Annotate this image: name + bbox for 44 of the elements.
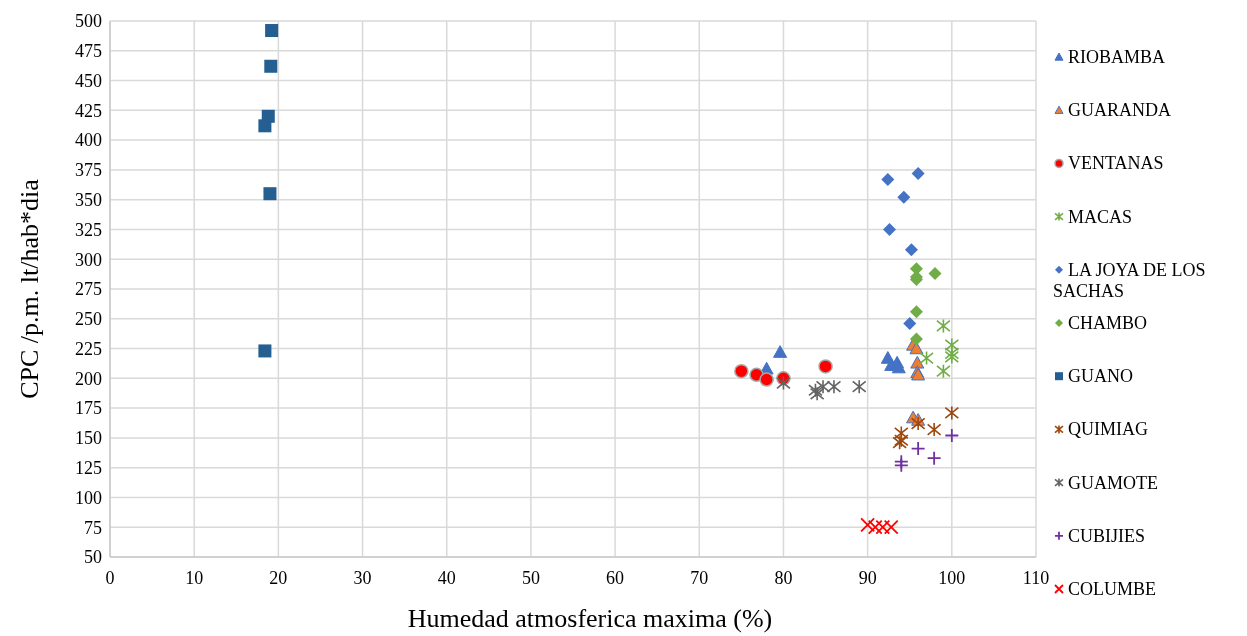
x-tick-label: 30 — [353, 568, 372, 588]
y-tick-label: 75 — [84, 517, 102, 538]
y-tick-label: 400 — [75, 130, 102, 151]
y-tick-label: 475 — [75, 41, 102, 62]
x-tick-label: 10 — [185, 568, 204, 588]
y-tick-label: 150 — [75, 428, 102, 449]
x-tick-label: 80 — [774, 568, 793, 588]
y-tick-label: 300 — [75, 249, 102, 270]
y-tick-label: 225 — [75, 338, 102, 359]
legend-label: GUAMOTE — [1068, 472, 1158, 493]
legend-label: GUANO — [1068, 366, 1133, 387]
y-tick-label: 125 — [75, 457, 102, 478]
y-tick-label: 350 — [75, 189, 102, 210]
y-tick-label: 375 — [75, 160, 102, 181]
y-tick-label: 500 — [75, 11, 102, 32]
x-tick-label: 20 — [269, 568, 288, 588]
x-tick-label: 40 — [437, 568, 456, 588]
x-tick-label: 60 — [606, 568, 625, 588]
legend-label: QUIMIAG — [1068, 419, 1148, 440]
x-axis-title: Humedad atmosferica maxima (%) — [407, 604, 773, 633]
y-tick-label: 250 — [75, 309, 102, 330]
legend-label: VENTANAS — [1068, 153, 1164, 174]
legend-label: CHAMBO — [1068, 313, 1148, 333]
x-tick-label: 50 — [521, 568, 540, 588]
y-tick-label: 325 — [75, 219, 102, 240]
x-tick-label: 110 — [1022, 568, 1050, 588]
y-tick-label: 175 — [75, 398, 102, 419]
y-tick-label: 450 — [75, 70, 102, 91]
x-tick-label: 90 — [858, 568, 877, 588]
y-tick-label: 50 — [84, 547, 102, 568]
y-tick-label: 200 — [75, 368, 102, 389]
legend-label: LA JOYA DE LOS SACHAS — [1053, 259, 1206, 301]
x-tick-label: 0 — [105, 568, 115, 588]
x-tick-label: 70 — [690, 568, 709, 588]
y-tick-label: 425 — [75, 100, 102, 121]
legend-label: GUARANDA — [1068, 100, 1171, 121]
legend-label: COLUMBE — [1068, 579, 1157, 599]
legend-label: RIOBAMBA — [1068, 47, 1166, 67]
x-tick-label: 100 — [938, 568, 966, 588]
y-axis-title: CPC /p.m. lt/hab*dia — [15, 178, 44, 399]
y-tick-label: 275 — [75, 279, 102, 300]
legend-label: MACAS — [1068, 206, 1133, 227]
legend-label: CUBIJIES — [1068, 525, 1146, 546]
y-tick-label: 100 — [75, 487, 102, 508]
